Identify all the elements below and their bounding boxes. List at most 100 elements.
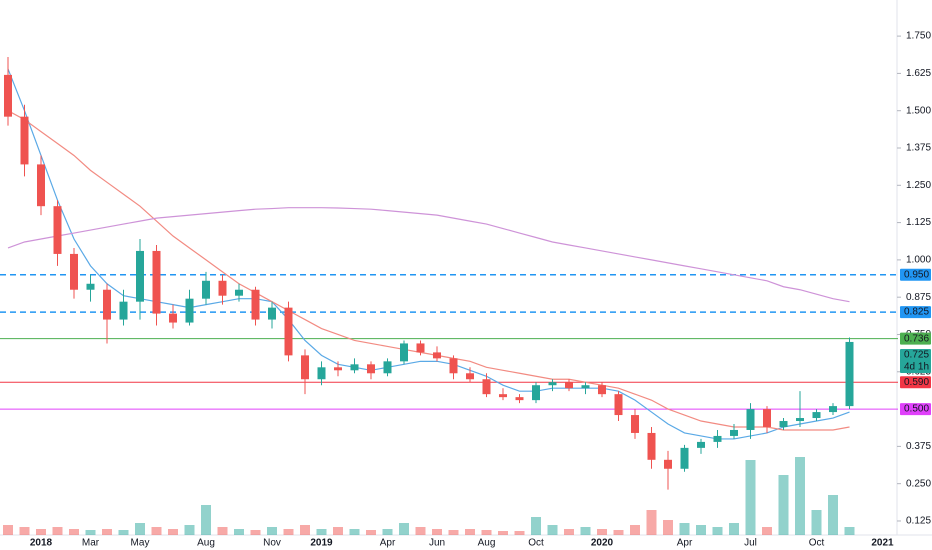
volume-bar: [811, 510, 822, 535]
volume-bar: [382, 529, 393, 535]
volume-bar: [267, 527, 277, 535]
candle-body: [268, 307, 276, 320]
candle-body: [763, 409, 771, 427]
candle-body: [202, 280, 210, 299]
volume-bar: [597, 529, 607, 535]
candle-body: [119, 301, 128, 320]
x-tick-label: Mar: [82, 538, 100, 549]
last-price-label: 0.725: [904, 350, 929, 361]
y-tick-label: 1.250: [906, 180, 931, 191]
level-badge-label: 0.736: [904, 333, 929, 344]
y-tick-label: 1.500: [906, 105, 931, 116]
x-tick-label: Apr: [380, 538, 396, 549]
volume-bar: [498, 531, 508, 535]
candle-body: [697, 441, 705, 448]
volume-bar: [118, 530, 129, 535]
level-badge-label: 0.825: [904, 307, 929, 318]
candle-body: [449, 358, 458, 374]
volume-bar: [630, 525, 640, 535]
volume-bar: [481, 530, 492, 535]
moving-average: [7, 110, 850, 431]
level-badge: [900, 376, 931, 389]
volume-bar: [778, 475, 789, 535]
level-badge: [900, 306, 931, 319]
candle-body: [433, 352, 441, 359]
level-badge-label: 0.590: [904, 377, 929, 388]
candle-body: [103, 289, 111, 320]
volume-bar: [663, 520, 673, 535]
x-tick-label: Jul: [744, 538, 757, 549]
candle-body: [515, 397, 524, 401]
candle-body: [136, 250, 144, 302]
candle-body: [598, 385, 606, 395]
x-tick-label: Jun: [429, 538, 445, 549]
candle-body: [548, 382, 557, 386]
candle-body: [235, 289, 243, 296]
level-badge: [900, 332, 931, 345]
volume-bar: [19, 527, 30, 535]
volume-bar: [151, 527, 162, 535]
candle-body: [185, 298, 194, 323]
candle-body: [466, 373, 474, 380]
countdown-label: 4d 1h: [904, 362, 929, 373]
candle-body: [581, 385, 590, 389]
volume-bar: [85, 530, 96, 535]
volume-bar: [102, 529, 112, 535]
volume-bar: [184, 525, 195, 535]
volume-bar: [729, 523, 739, 535]
x-tick-label: Oct: [809, 538, 825, 549]
x-tick-label: Nov: [263, 538, 281, 549]
volume-bar: [399, 523, 409, 535]
volume-bar: [250, 530, 261, 535]
volume-bar: [349, 529, 360, 535]
level-badge: [900, 403, 931, 416]
candle-body: [37, 164, 45, 207]
volume-bar: [3, 525, 13, 535]
candle-body: [664, 459, 672, 469]
volume-bar: [448, 530, 459, 535]
candle-body: [532, 385, 540, 401]
candle-body: [251, 289, 260, 320]
volume-bar: [580, 527, 591, 535]
volume-bar: [745, 460, 756, 535]
candle-body: [383, 361, 392, 374]
volume-bar: [564, 529, 574, 535]
candle-body: [152, 250, 161, 314]
volume-bar: [333, 527, 343, 535]
x-tick-label: 2021: [871, 538, 894, 549]
candle-body: [334, 367, 342, 371]
candle-body: [614, 394, 623, 416]
volume-bar: [234, 529, 244, 535]
volume-bar: [531, 517, 541, 535]
volume-bar: [432, 529, 442, 535]
candle-body: [53, 206, 62, 254]
candle-body: [301, 355, 309, 380]
moving-average: [7, 207, 850, 303]
volume-bar: [69, 529, 79, 535]
y-tick-label: 1.000: [906, 255, 931, 266]
x-tick-label: Oct: [528, 538, 544, 549]
candle-body: [20, 116, 29, 165]
volume-bar: [514, 531, 525, 535]
volume-bar: [217, 527, 228, 535]
candle-body: [565, 382, 573, 389]
volume-bar: [300, 525, 310, 535]
volume-bar: [168, 529, 178, 535]
volume-bar: [712, 527, 723, 535]
x-tick-label: 2020: [591, 538, 614, 549]
y-tick-label: 1.625: [906, 68, 931, 79]
y-tick-label: 0.875: [906, 292, 931, 303]
x-tick-label: 2019: [310, 538, 333, 549]
y-tick-label: 0.250: [906, 478, 931, 489]
volume-bar: [283, 529, 294, 535]
candle-body: [86, 283, 95, 290]
x-tick-label: May: [131, 538, 150, 549]
candle-body: [350, 364, 359, 371]
y-tick-label: 1.125: [906, 217, 931, 228]
last-price-badge: [900, 348, 931, 373]
volume-bar: [696, 525, 706, 535]
y-tick-label: 0.125: [906, 516, 931, 527]
level-badge-label: 0.500: [904, 404, 929, 415]
x-tick-label: Apr: [677, 538, 693, 549]
